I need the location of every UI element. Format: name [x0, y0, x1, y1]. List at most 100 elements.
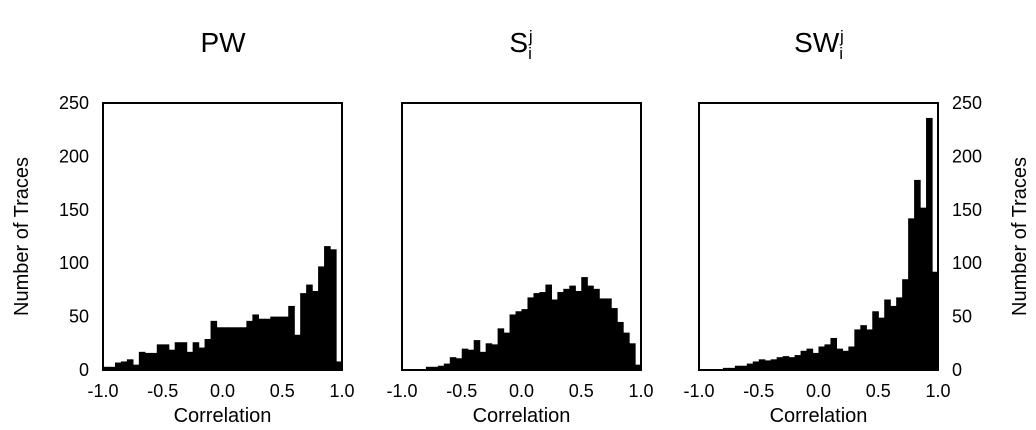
histogram-bar — [914, 179, 921, 370]
histogram-bar — [770, 359, 778, 370]
histogram-bar — [788, 357, 796, 370]
y-tick-label: 100 — [59, 253, 89, 273]
x-tick-label: 0.0 — [806, 381, 831, 401]
histogram-bar — [222, 327, 230, 370]
panel-1: PW -1.0 -0.5 0.0 0.5 1.0 Correlation 0 50 100 150 2… — [11, 27, 355, 427]
histogram-bar — [449, 357, 457, 370]
histogram-bar — [734, 365, 742, 370]
histogram-bar — [563, 288, 570, 370]
histogram-bar — [920, 207, 927, 370]
histogram-bar — [830, 337, 838, 370]
y-tick-label: 50 — [69, 307, 89, 327]
histogram-bar — [551, 299, 558, 370]
histogram-bar — [902, 279, 909, 370]
histogram-bar — [156, 344, 164, 370]
histogram-bar — [461, 348, 469, 370]
y-tick-label: 0 — [952, 360, 962, 380]
histogram-bar — [740, 365, 748, 370]
histogram-bar — [812, 352, 820, 370]
histogram-bar — [192, 342, 200, 370]
histogram-bar — [497, 328, 505, 370]
x-tick-label: -0.5 — [743, 381, 774, 401]
histogram-bar — [854, 329, 861, 370]
y-tick-label: 250 — [952, 93, 982, 113]
histogram-bar — [288, 305, 295, 370]
panel-2: Sij -1.0 -0.5 0.0 0.5 1.0 Correlation — [386, 27, 653, 427]
histogram-bar — [108, 366, 116, 370]
histogram-bar — [180, 342, 188, 370]
histogram-bar — [443, 363, 451, 370]
histogram-bar — [842, 350, 849, 370]
histogram-bar — [336, 361, 343, 370]
histogram-bar — [515, 311, 523, 370]
x-axis-label: Correlation — [770, 405, 868, 425]
histogram-bar — [312, 290, 319, 370]
panel-title-superscript: j — [528, 27, 533, 46]
histogram-bar — [132, 364, 140, 370]
histogram-bar — [794, 355, 802, 370]
histogram-bar — [581, 277, 588, 370]
panel-title-base: PW — [200, 27, 246, 58]
panel-title: Sij — [509, 27, 532, 63]
histogram-bar — [758, 359, 766, 370]
histogram-bar — [824, 344, 832, 370]
x-tick-label: 1.0 — [925, 381, 950, 401]
histogram-bar — [872, 311, 879, 370]
histogram-bar — [270, 316, 277, 370]
x-tick-label: -1.0 — [87, 381, 118, 401]
histogram-bar — [521, 309, 529, 370]
x-tick-label: 0.5 — [569, 381, 594, 401]
histogram-bar — [575, 290, 582, 370]
histogram-bar — [860, 325, 867, 370]
x-tick-label: -0.5 — [446, 381, 477, 401]
histogram-bar — [479, 351, 487, 370]
y-tick-label: 100 — [952, 253, 982, 273]
histogram-bar — [884, 299, 891, 370]
plot-frame — [102, 102, 343, 371]
histogram-bar — [186, 351, 194, 370]
histogram-bar — [623, 332, 630, 370]
histogram-bar — [467, 349, 475, 370]
histogram-bar — [258, 318, 265, 370]
x-tick-label: 0.5 — [866, 381, 891, 401]
histogram-bar — [806, 348, 814, 370]
panel-title-base: S — [509, 27, 528, 58]
histogram-bar — [527, 297, 535, 370]
x-tick-label: 0.0 — [509, 381, 534, 401]
histogram-bar — [174, 342, 182, 370]
panel-title: SWij — [794, 27, 844, 63]
histogram-bar — [246, 320, 253, 370]
panel-3: SWij -1.0 -0.5 0.0 0.5 1.0 Correlation 0 50 100 15… — [683, 27, 1031, 427]
histogram-bar — [144, 352, 152, 370]
panel-title-subscript: i — [839, 44, 843, 63]
histogram-bar — [545, 284, 552, 370]
x-tick-label: 1.0 — [628, 381, 653, 401]
histogram-bar — [306, 284, 313, 370]
histogram-bar — [728, 367, 736, 370]
histogram-bar — [103, 366, 110, 370]
histogram-bar — [210, 320, 218, 370]
histogram-bar — [557, 292, 564, 370]
x-tick-label: 0.0 — [210, 381, 235, 401]
histogram-bar — [866, 329, 873, 370]
panel-title-subscript: i — [528, 44, 532, 63]
y-tick-label: 200 — [952, 146, 982, 166]
histogram-bar — [587, 285, 594, 370]
y-tick-label: 250 — [59, 93, 89, 113]
histogram-bar — [746, 363, 754, 370]
histogram-bar — [114, 362, 122, 370]
x-axis-label: Correlation — [473, 405, 571, 425]
histogram-bar — [264, 318, 271, 370]
histogram-bar — [473, 340, 481, 370]
histogram-bar — [800, 350, 808, 370]
histogram-bar — [431, 366, 439, 370]
histogram-bar — [896, 297, 903, 370]
histogram-bar — [533, 293, 541, 370]
histogram-bar — [240, 327, 247, 370]
histogram-bar — [485, 343, 493, 370]
histogram-bar — [776, 357, 784, 370]
y-tick-label: 50 — [952, 307, 972, 327]
y-tick-label: 200 — [59, 146, 89, 166]
histogram-bar — [629, 343, 636, 370]
